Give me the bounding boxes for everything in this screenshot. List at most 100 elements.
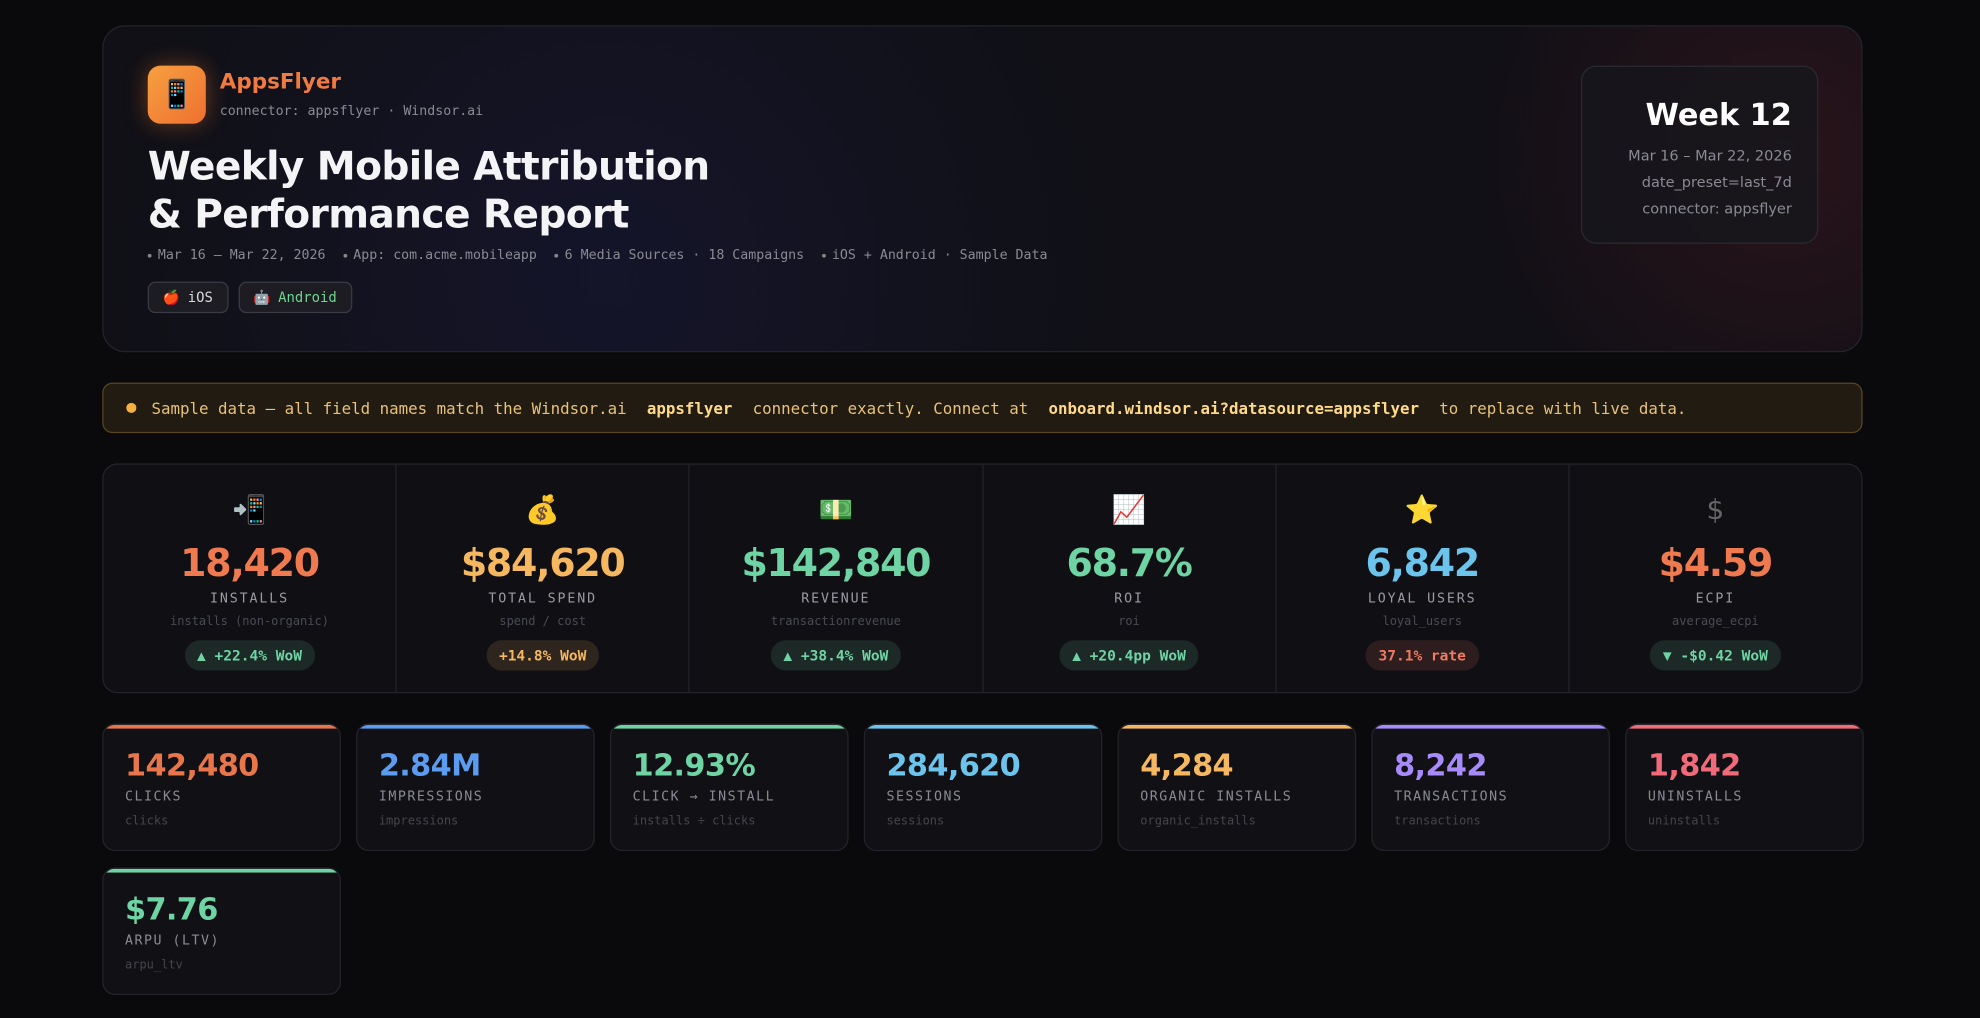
metric-card: 8,242 TRANSACTIONS transactions (1371, 723, 1611, 852)
kpi-label: LOYAL USERS (1367, 590, 1477, 607)
metric-field: clicks (125, 814, 169, 829)
banner-dot (126, 402, 137, 413)
kpi-icon: 💰 (525, 495, 560, 527)
sample-banner: Sample data — all field names match the … (102, 382, 1863, 434)
kpi-field: transactionrevenue (770, 614, 901, 629)
metric-card: 142,480 CLICKS clicks (102, 723, 341, 852)
header-card: 📱 AppsFlyer connector: appsflyer · Winds… (102, 25, 1863, 353)
metric-value: 8,242 (1394, 747, 1487, 783)
metric-field: organic_installs (1140, 814, 1256, 829)
kpi-icon: $ (1706, 495, 1725, 527)
metric-card: 4,284 ORGANIC INSTALLS organic_installs (1117, 723, 1357, 852)
connector: connector: appsflyer · Windsor.ai (219, 103, 484, 119)
kpi-label: ECPI (1695, 590, 1736, 607)
metric-label: CLICKS (125, 789, 183, 805)
platform-pills: 🍎 iOS 🤖 Android (147, 281, 352, 314)
metric-label: IMPRESSIONS (378, 789, 484, 805)
platform-icon: 🍎 (162, 289, 181, 306)
banner-text: connector exactly. Connect at (752, 398, 1029, 418)
metric-accent (864, 724, 1102, 729)
kpi-value: $84,620 (460, 541, 626, 586)
kpi-label: ROI (1114, 590, 1144, 607)
kpi-tile: 📈 68.7% ROI roi ▲ +20.4pp WoW (983, 464, 1277, 692)
metric-value: 2.84M (378, 747, 481, 783)
metric-value: 12.93% (632, 747, 756, 783)
metric-field: installs ÷ clicks (632, 814, 756, 829)
metric-card: 284,620 SESSIONS sessions (863, 723, 1103, 852)
kpi-change: +14.8% WoW (486, 640, 600, 671)
metric-label: UNINSTALLS (1647, 789, 1743, 805)
meta-row: Mar 16 – Mar 22, 2026 App: com.acme.mobil… (148, 248, 1048, 263)
metric-accent (103, 724, 340, 729)
metric-label: ORGANIC INSTALLS (1140, 789, 1293, 805)
platform-pill: 🤖 Android (238, 281, 352, 314)
platform-pill: 🍎 iOS (147, 281, 229, 314)
meta-item: 6 Media Sources · 18 Campaigns (555, 248, 804, 263)
kpi-change: ▼ -$0.42 WoW (1650, 640, 1781, 671)
metric-card: 12.93% CLICK → INSTALL installs ÷ clicks (609, 723, 849, 852)
kpi-change: ▲ +22.4% WoW (184, 640, 315, 671)
kpi-field: average_ecpi (1672, 614, 1759, 629)
banner-text: onboard.windsor.ai?datasource=appsflyer (1048, 398, 1420, 418)
metric-field: arpu_ltv (125, 958, 183, 973)
kpi-label: TOTAL SPEND (488, 590, 598, 607)
metric-accent (1372, 724, 1609, 729)
metric-label: SESSIONS (886, 789, 963, 805)
kpi-change: 37.1% rate (1365, 640, 1479, 671)
metric-field: transactions (1394, 814, 1481, 829)
metric-label: CLICK → INSTALL (632, 789, 776, 805)
metric-card: $7.76 ARPU (LTV) arpu_ltv (102, 867, 341, 996)
platform-label: iOS (187, 289, 213, 306)
week-line: date_preset=last_7d (1641, 172, 1792, 191)
banner-text: to replace with live data. (1439, 398, 1687, 418)
kpi-label: REVENUE (801, 590, 871, 607)
meta-item: App: com.acme.mobileapp (343, 248, 537, 263)
kpi-field: loyal_users (1382, 614, 1462, 629)
kpi-change: ▲ +38.4% WoW (770, 640, 901, 671)
metric-value: 4,284 (1140, 747, 1233, 783)
metric-field: uninstalls (1647, 814, 1721, 829)
kpi-field: installs (non-organic) (170, 614, 329, 629)
kpi-value: 6,842 (1365, 541, 1480, 586)
metric-accent (611, 724, 848, 729)
report-title: Weekly Mobile Attribution & Performance R… (148, 143, 710, 239)
metric-label: TRANSACTIONS (1394, 789, 1509, 805)
kpi-field: spend / cost (499, 614, 587, 629)
metric-accent (103, 868, 340, 873)
metric-value: 284,620 (886, 747, 1021, 783)
week-card: Week 12 Mar 16 – Mar 22, 2026 date_preset… (1580, 65, 1819, 244)
kpi-tile: 💰 $84,620 TOTAL SPEND spend / cost +14.8% Wo… (397, 464, 690, 692)
kpi-tile: 📲 18,420 INSTALLS installs (non-organic) ▲ +… (104, 464, 397, 692)
kpi-icon: 📈 (1111, 495, 1147, 527)
kpi-field: roi (1118, 614, 1140, 629)
kpi-icon: 📲 (232, 495, 267, 527)
platform-label: Android (278, 289, 337, 306)
metric-accent (1118, 724, 1355, 729)
banner-text: Sample data — all field names match the … (151, 398, 627, 418)
metric-accent (1626, 724, 1863, 729)
kpi-label: INSTALLS (209, 590, 290, 607)
kpi-value: $142,840 (741, 541, 931, 586)
platform-icon: 🤖 (253, 289, 271, 306)
kpi-change: ▲ +20.4pp WoW (1059, 640, 1199, 671)
kpi-value: $4.59 (1658, 541, 1774, 586)
week-line: connector: appsflyer (1642, 199, 1792, 218)
meta-item: Mar 16 – Mar 22, 2026 (148, 248, 326, 263)
week-line: Mar 16 – Mar 22, 2026 (1628, 146, 1792, 165)
metric-value: 142,480 (125, 747, 259, 783)
kpi-tile: 💵 $142,840 REVENUE transactionrevenue ▲ +38.… (690, 464, 984, 692)
logo: 📱 (147, 65, 206, 124)
brand: AppsFlyer (219, 69, 342, 95)
kpi-icon: 💵 (818, 495, 854, 527)
metric-card: 1,842 UNINSTALLS uninstalls (1625, 723, 1864, 852)
metric-field: impressions (378, 814, 459, 829)
kpi-value: 18,420 (180, 541, 320, 586)
title-line: Weekly Mobile Attribution (147, 143, 710, 190)
metric-label: ARPU (LTV) (125, 933, 220, 949)
metric-value: 1,842 (1647, 747, 1741, 783)
metric-field: sessions (886, 814, 945, 829)
meta-item: iOS + Android · Sample Data (822, 248, 1048, 263)
week-title: Week 12 (1645, 97, 1792, 133)
